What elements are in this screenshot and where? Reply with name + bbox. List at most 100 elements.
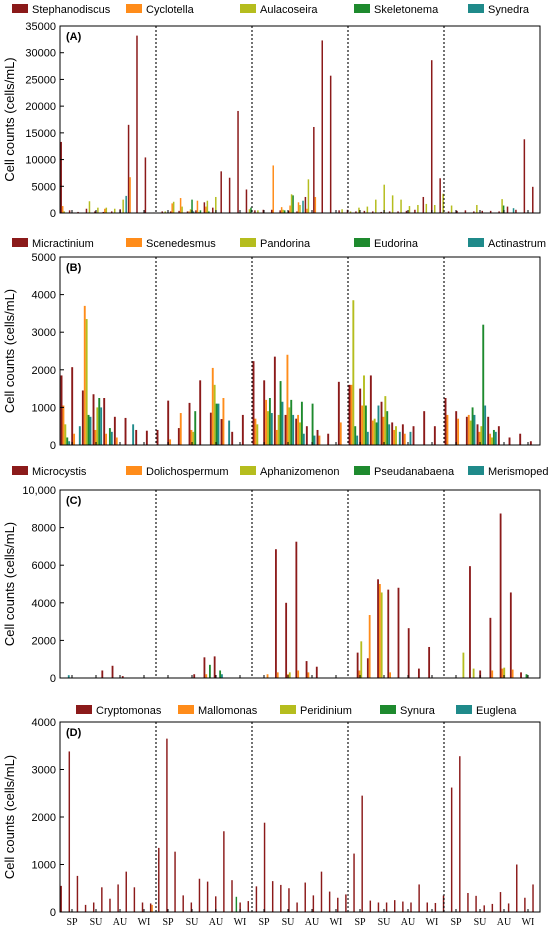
bar-eudorina-19 — [268, 398, 271, 445]
x-tick-label: SP — [162, 917, 174, 928]
y-tick-label: 4000 — [32, 290, 56, 302]
bar-synedra-15 — [192, 211, 195, 213]
x-tick-label: WI — [234, 917, 247, 928]
bar-pandorina-14 — [213, 384, 216, 445]
x-tick-label: AU — [497, 917, 512, 928]
bar-scenedesmus-0 — [62, 405, 65, 445]
panel-label: (B) — [66, 262, 82, 274]
bar-cryptomonas-6 — [109, 898, 111, 912]
y-tick-label: 0 — [50, 208, 56, 220]
bar-microcystis-34 — [407, 628, 410, 678]
bar-cryptomonas-35 — [345, 894, 347, 912]
bar-aulacoseira-37 — [375, 199, 377, 213]
panel-label: (D) — [66, 727, 82, 739]
bar-actinastrum-3 — [100, 407, 103, 445]
bar-aulacoseira-35 — [358, 207, 360, 213]
bar-micractinium-33 — [412, 426, 415, 445]
bar-scenedesmus-1 — [73, 433, 76, 445]
y-tick-label: 15000 — [25, 128, 56, 140]
bar-eudorina-3 — [98, 398, 101, 445]
bar-micractinium-25 — [327, 433, 330, 445]
legend-label-2: Dolichospermum — [146, 466, 229, 478]
bar-cryptomonas-0 — [60, 885, 62, 913]
bar-stephanodiscus-33 — [338, 210, 340, 213]
bar-dolichospermum-20 — [266, 674, 269, 678]
bar-cryptomonas-11 — [149, 903, 152, 912]
bar-synedra-7 — [125, 195, 127, 213]
x-tick-label: SP — [450, 917, 462, 928]
x-tick-label: WI — [330, 917, 343, 928]
x-tick-label: AU — [209, 917, 224, 928]
bar-pandorina-19 — [267, 411, 269, 445]
legend-label-4: Skeletonema — [374, 4, 439, 16]
panel-label: (A) — [66, 31, 82, 43]
bar-aulacoseira-15 — [189, 209, 192, 213]
bar-stephanodiscus-24 — [262, 209, 265, 213]
legend-swatch-2 — [126, 466, 142, 475]
bar-actinastrum-15 — [228, 420, 231, 445]
y-axis-label: Cell counts (cells/mL) — [2, 522, 17, 646]
bar-cyclotella-0 — [61, 206, 64, 213]
y-tick-label: 4000 — [32, 598, 56, 610]
bar-merismoped-15 — [221, 674, 223, 678]
bar-aphanizomenon-22 — [288, 672, 291, 678]
bar-microcystis-4 — [101, 670, 104, 678]
bar-microcystis-24 — [305, 661, 308, 678]
bar-stephanodiscus-12 — [161, 211, 163, 213]
legend-swatch-1 — [12, 4, 28, 13]
bar-cyclotella-30 — [314, 196, 317, 213]
x-tick-label: WI — [522, 917, 535, 928]
bar-skeletonema-26 — [283, 210, 286, 213]
bar-synura-21 — [235, 896, 238, 912]
bar-stephanodiscus-48 — [464, 210, 467, 213]
bar-stephanodiscus-22 — [245, 189, 248, 213]
panel-4: Cryptomonas Mallomonas Peridinium Synura Eug… — [2, 705, 541, 928]
legend-swatch-1 — [12, 466, 28, 475]
bar-stephanodiscus-37 — [372, 211, 374, 213]
bar-scenedesmus-26 — [339, 422, 342, 445]
bar-eudorina-28 — [364, 405, 367, 445]
bar-cryptomonas-38 — [369, 900, 372, 912]
bar-eudorina-2 — [87, 414, 90, 445]
legend-swatch-1 — [76, 705, 92, 714]
legend-label-4: Pseudanabaena — [374, 466, 455, 478]
bar-aulacoseira-6 — [113, 208, 116, 213]
bar-scenedesmus-2 — [83, 305, 86, 445]
bar-cryptomonas-32 — [320, 871, 323, 913]
bar-stephanodiscus-30 — [313, 126, 315, 213]
bar-cryptomonas-36 — [353, 853, 355, 912]
bar-scenedesmus-28 — [361, 405, 364, 445]
bar-actinastrum-4 — [110, 431, 113, 445]
legend-label-4: Eudorina — [374, 238, 419, 250]
bar-stephanodiscus-39 — [388, 211, 391, 213]
bar-aulacoseira-0 — [63, 211, 65, 213]
legend-label-2: Mallomonas — [198, 705, 258, 717]
bar-micractinium-2 — [81, 390, 84, 445]
bar-micractinium-13 — [199, 380, 202, 445]
bar-actinastrum-14 — [217, 403, 220, 445]
bar-pandorina-3 — [96, 407, 99, 445]
bar-micractinium-9 — [156, 429, 159, 445]
bar-stephanodiscus-49 — [473, 211, 475, 213]
bar-cryptomonas-16 — [190, 902, 193, 912]
legend-swatch-4 — [354, 466, 370, 475]
bar-dolichospermum-23 — [297, 670, 300, 678]
bar-scenedesmus-12 — [190, 429, 193, 445]
bar-pandorina-29 — [373, 418, 376, 445]
bar-eudorina-40 — [492, 429, 495, 445]
bar-cyclotella-27 — [289, 205, 291, 213]
bar-pandorina-39 — [480, 426, 483, 445]
bar-micractinium-20 — [273, 356, 276, 445]
bar-aulacoseira-39 — [391, 195, 394, 213]
bar-dolichospermum-30 — [368, 615, 371, 678]
y-tick-label: 5000 — [32, 252, 56, 264]
bar-aulacoseira-12 — [164, 211, 167, 213]
bar-cyclotella-15 — [188, 211, 190, 213]
legend-swatch-2 — [126, 4, 142, 13]
bar-cryptomonas-28 — [288, 888, 290, 912]
bar-micractinium-28 — [359, 388, 362, 445]
bar-micractinium-0 — [60, 375, 63, 445]
bar-aulacoseira-33 — [341, 209, 343, 213]
bar-aulacoseira-29 — [307, 179, 310, 213]
bar-pandorina-30 — [384, 396, 387, 445]
